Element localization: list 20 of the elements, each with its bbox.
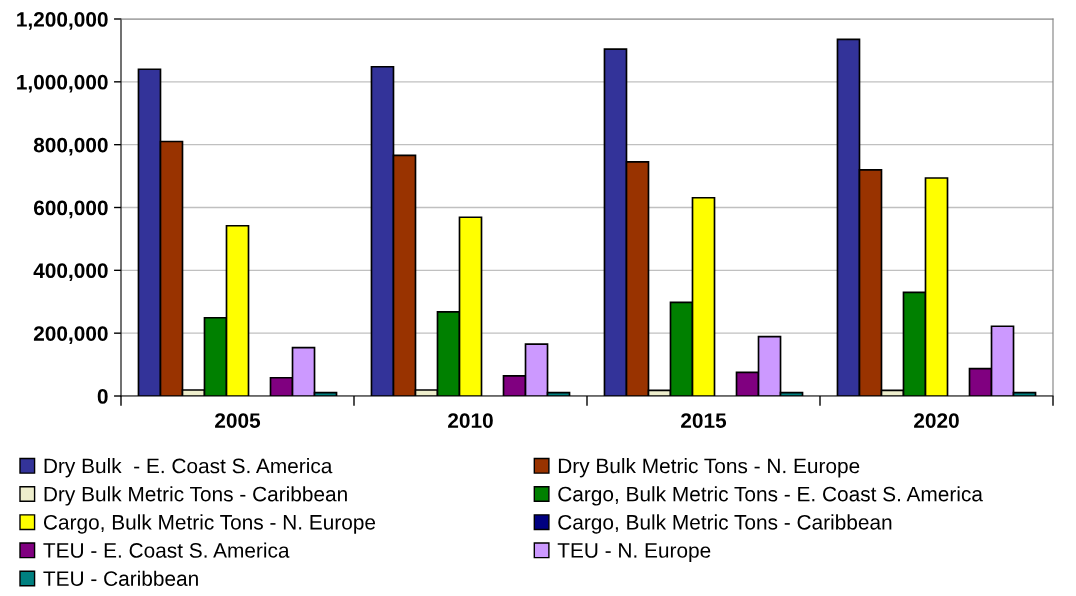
- legend-label: TEU - N. Europe: [557, 543, 711, 562]
- y-tick-label: 600,000: [33, 200, 108, 219]
- y-tick-label: 400,000: [33, 263, 108, 282]
- y-tick-label: 0: [97, 389, 108, 404]
- legend-label: Cargo, Bulk Metric Tons - E. Coast S. America: [558, 486, 983, 506]
- legend-label: Dry Bulk Metric Tons - Caribbean: [44, 486, 347, 506]
- x-tick-label: 2015: [681, 413, 727, 428]
- x-tick-label: 2010: [448, 413, 493, 428]
- legend-label: Cargo, Bulk Metric Tons - Caribbean: [558, 514, 892, 534]
- legend-label: TEU - E. Coast S. America: [43, 542, 290, 558]
- y-tick-label: 1,200,000: [17, 12, 108, 30]
- legend-label: TEU - Caribbean: [43, 570, 198, 586]
- x-tick-label: 2005: [215, 413, 261, 428]
- legend-label: Dry Bulk - E. Coast S. America: [44, 458, 333, 478]
- y-tick-label: 1,000,000: [17, 74, 108, 93]
- x-tick-label: 2020: [914, 413, 959, 428]
- y-tick-label: 800,000: [33, 137, 108, 156]
- legend-label: Cargo, Bulk Metric Tons - N. Europe: [43, 514, 376, 534]
- legend-label: Dry Bulk Metric Tons - N. Europe: [558, 458, 860, 478]
- y-tick-label: 200,000: [33, 326, 108, 344]
